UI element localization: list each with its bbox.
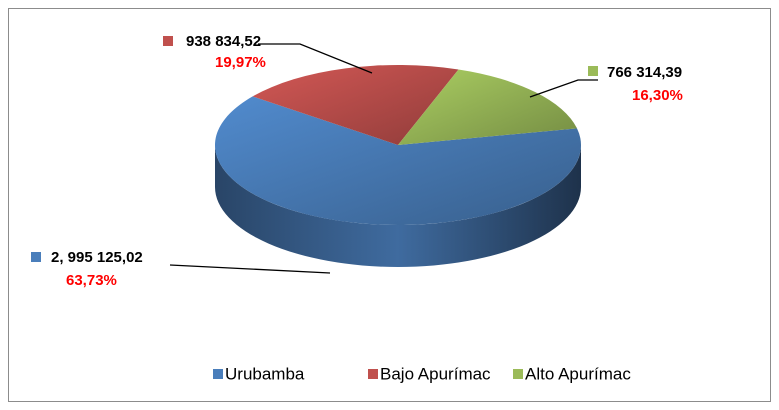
pie-slice <box>252 65 459 145</box>
label-marker <box>163 36 173 46</box>
percent-label: 19,97% <box>215 54 266 71</box>
legend-swatch <box>368 369 378 379</box>
leader-line <box>258 43 373 74</box>
legend-swatch <box>213 369 223 379</box>
legend-swatch <box>513 369 523 379</box>
percent-label: 16,30% <box>632 87 683 104</box>
percent-label: 63,73% <box>66 272 117 289</box>
legend-label: Urubamba <box>225 364 305 383</box>
leader-line <box>529 79 598 98</box>
legend-label: Alto Apurímac <box>525 364 631 383</box>
value-label: 766 314,39 <box>607 64 682 81</box>
pie-slice <box>214 96 582 225</box>
leader-line <box>169 264 331 274</box>
label-marker <box>31 252 41 262</box>
value-label: 2, 995 125,02 <box>51 249 143 266</box>
pie-slice <box>398 69 578 145</box>
legend-label: Bajo Apurímac <box>380 364 491 383</box>
value-label: 938 834,52 <box>186 33 261 50</box>
label-marker <box>588 66 598 76</box>
pie-side <box>215 145 581 267</box>
